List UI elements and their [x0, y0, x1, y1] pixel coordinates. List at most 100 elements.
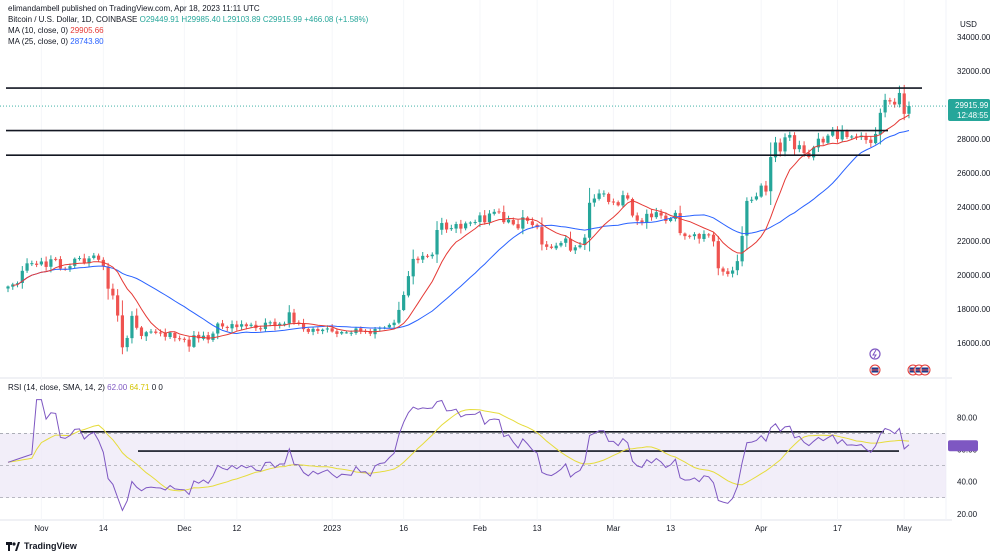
candle-body	[116, 295, 120, 316]
candle-body	[158, 332, 163, 334]
candle-body	[506, 219, 511, 223]
candle-body	[735, 261, 739, 271]
candle-body	[421, 255, 425, 260]
candle-body	[654, 212, 658, 218]
countdown-label: 12:48:55	[957, 111, 989, 120]
candle-body	[683, 233, 687, 237]
candle-body	[440, 223, 444, 230]
tradingview-icon	[6, 541, 20, 551]
candle-body	[20, 270, 24, 283]
candle-body	[359, 328, 363, 332]
candle-body	[411, 258, 415, 277]
candle-body	[568, 238, 573, 251]
x-tick-label: 14	[99, 524, 108, 533]
candle-body	[178, 338, 182, 340]
candle-body	[77, 258, 82, 260]
candle-body	[96, 255, 101, 260]
candle-body	[459, 223, 463, 229]
candle-body	[487, 213, 492, 223]
candle-body	[416, 258, 420, 261]
candle-body	[106, 266, 110, 289]
candle-body	[516, 224, 520, 229]
candle-body	[330, 328, 334, 332]
price-tick-label: 28000.00	[957, 135, 991, 144]
ma25-line	[17, 130, 910, 335]
candle-body	[435, 230, 439, 255]
event-markers[interactable]	[869, 348, 931, 376]
candle-body	[773, 142, 778, 158]
published-text: elimandambell published on TradingView.c…	[8, 4, 260, 13]
candle-body	[239, 324, 244, 327]
candle-body	[101, 259, 105, 267]
candle-body	[464, 223, 468, 229]
candle-body	[540, 227, 544, 245]
candle-body	[602, 193, 606, 195]
price-tick-label: 24000.00	[957, 203, 991, 212]
candle-body	[573, 247, 577, 251]
candle-body	[30, 263, 34, 265]
ma25-value: 28743.80	[70, 37, 104, 46]
candle-body	[173, 332, 177, 338]
tradingview-logo[interactable]: TradingView	[6, 541, 77, 551]
candle-body	[125, 337, 129, 348]
candle-body	[368, 331, 372, 334]
candle-body	[649, 213, 654, 218]
candle-body	[587, 202, 592, 238]
candle-body	[206, 335, 210, 340]
candle-body	[325, 328, 329, 330]
candle-body	[545, 244, 549, 247]
candle-body	[44, 261, 48, 267]
candle-body	[864, 136, 868, 141]
candle-body	[235, 324, 239, 328]
lightning-icon	[869, 348, 881, 360]
candle-body	[854, 136, 859, 138]
candle-body	[549, 246, 554, 248]
candle-body	[87, 258, 91, 264]
rsi-label: RSI (14, close, SMA, 14, 2)	[8, 383, 105, 392]
candle-body	[711, 234, 716, 242]
candle-body	[716, 241, 720, 269]
candle-body	[554, 245, 558, 249]
ma10-line	[12, 114, 910, 339]
x-tick-label: Nov	[34, 524, 48, 533]
candle-body	[888, 100, 892, 102]
candle-body	[273, 321, 277, 327]
candle-body	[692, 234, 697, 237]
candle-body	[907, 106, 911, 114]
candle-body	[792, 135, 797, 150]
candle-body	[120, 315, 125, 348]
candle-body	[349, 332, 353, 334]
candle-body	[454, 224, 458, 229]
candle-body	[430, 254, 434, 257]
price-tick-label: 26000.00	[957, 169, 991, 178]
candle-body	[473, 222, 477, 224]
candle-body	[92, 255, 96, 258]
ma10-legend[interactable]: MA (10, close, 0) 29905.66	[8, 26, 104, 35]
x-tick-label: May	[897, 524, 912, 533]
rsi-legend[interactable]: RSI (14, close, SMA, 14, 2) 62.00 64.71 …	[8, 383, 163, 392]
candle-body	[144, 332, 148, 337]
x-tick-label: 16	[399, 524, 408, 533]
candle-body	[621, 195, 625, 206]
candle-body	[745, 200, 749, 236]
rsi-lines	[7, 399, 910, 512]
symbol-line[interactable]: Bitcoin / U.S. Dollar, 1D, COINBASE O294…	[8, 15, 368, 24]
moving-averages	[12, 114, 910, 339]
candle-body	[54, 258, 58, 260]
x-tick-label: 17	[833, 524, 842, 533]
candle-body	[73, 258, 77, 266]
candle-body	[645, 213, 649, 223]
candle-body	[497, 211, 501, 213]
ohlc-values: O29449.91 H29985.40 L29103.89 C29915.99 …	[139, 15, 369, 24]
ma25-legend[interactable]: MA (25, close, 0) 28743.80	[8, 37, 104, 46]
candle-body	[197, 334, 201, 339]
candle-body	[835, 129, 840, 140]
drawn-levels[interactable]	[0, 87, 952, 452]
candle-body	[220, 323, 225, 327]
candle-body	[340, 332, 344, 334]
candle-body	[82, 258, 86, 264]
candle-body	[607, 193, 611, 202]
x-tick-label: 13	[533, 524, 542, 533]
grid	[0, 0, 952, 521]
